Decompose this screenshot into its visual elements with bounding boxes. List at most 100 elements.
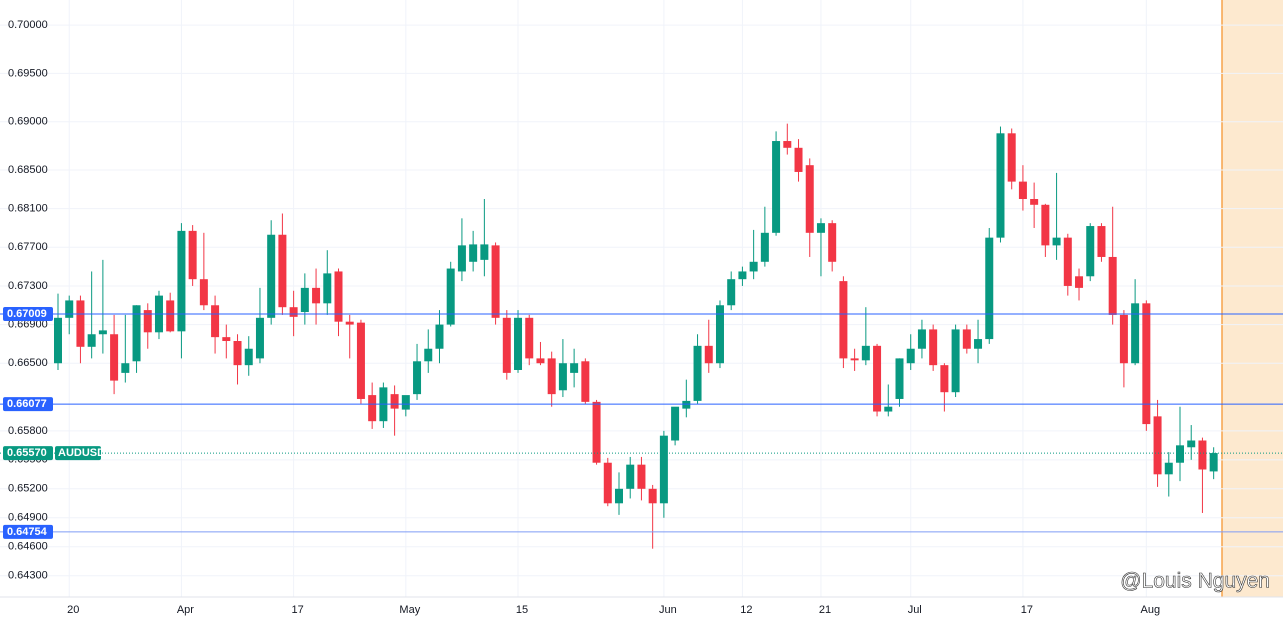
candle-body bbox=[626, 464, 635, 489]
candle-body bbox=[637, 464, 646, 489]
candle-body bbox=[794, 147, 803, 172]
candle-body bbox=[143, 310, 152, 333]
candle-body bbox=[211, 305, 220, 338]
x-tick-label: Jun bbox=[659, 604, 677, 616]
candle-body bbox=[312, 287, 321, 304]
candle-body bbox=[805, 165, 814, 233]
candle-body bbox=[121, 363, 130, 373]
y-tick-label: 0.68100 bbox=[8, 203, 48, 215]
candle-body bbox=[289, 307, 298, 317]
candle-body bbox=[1176, 445, 1184, 463]
candle-body bbox=[929, 329, 938, 366]
candle-body bbox=[570, 363, 579, 373]
candle-body bbox=[188, 230, 197, 280]
candle-body bbox=[839, 281, 848, 359]
candle-body bbox=[1187, 440, 1196, 448]
candle-body bbox=[199, 279, 208, 306]
candle-body bbox=[480, 244, 489, 260]
y-tick-label: 0.68500 bbox=[8, 164, 48, 176]
candle-body bbox=[446, 268, 455, 325]
candle-body bbox=[1131, 303, 1140, 364]
candle-body bbox=[65, 300, 74, 318]
candle-body bbox=[547, 358, 556, 395]
x-tick-label: 17 bbox=[291, 604, 303, 616]
candle-body bbox=[996, 133, 1005, 238]
level-label-box bbox=[3, 397, 53, 412]
candle-body bbox=[659, 435, 668, 504]
candle-body bbox=[1142, 303, 1151, 425]
candle-body bbox=[558, 363, 567, 391]
overlay: 0.70000 0.69500 0.69000 0.68500 0.68100 0.677… bbox=[0, 19, 1283, 616]
candle-body bbox=[1018, 181, 1027, 199]
y-tick-label: 0.69500 bbox=[8, 67, 48, 79]
candle-body bbox=[1164, 462, 1173, 475]
candle-body bbox=[1086, 226, 1095, 277]
candle-body bbox=[772, 141, 781, 233]
level-label: 0.66077 bbox=[7, 398, 47, 410]
candle-body bbox=[592, 401, 601, 463]
watermark: @Louis Nguyen bbox=[1120, 570, 1270, 593]
x-tick-label: Aug bbox=[1141, 604, 1161, 616]
candle-body bbox=[401, 395, 410, 410]
candle-body bbox=[323, 273, 332, 304]
candle-body bbox=[1052, 237, 1061, 246]
last-price-box bbox=[3, 446, 53, 461]
candle-body bbox=[87, 334, 96, 347]
candle-body bbox=[424, 348, 433, 362]
candle-body bbox=[514, 317, 523, 370]
candle-body bbox=[648, 488, 657, 504]
candle-body bbox=[816, 223, 825, 233]
candle-body bbox=[974, 339, 983, 349]
symbol-label: AUDUSD bbox=[58, 447, 105, 459]
y-tick-label: 0.67300 bbox=[8, 280, 48, 292]
candle-body bbox=[413, 361, 422, 395]
candle-body bbox=[1041, 204, 1050, 246]
candle-body bbox=[166, 300, 175, 332]
candle-body bbox=[1108, 256, 1117, 315]
candle-body bbox=[278, 234, 287, 308]
candle-body bbox=[244, 348, 253, 366]
candle-body bbox=[895, 358, 904, 399]
x-tick-label: 21 bbox=[819, 604, 831, 616]
y-tick-label: 0.65200 bbox=[8, 483, 48, 495]
candle-body bbox=[1007, 133, 1016, 182]
candle-body bbox=[704, 345, 713, 364]
level-label: 0.64754 bbox=[7, 526, 48, 538]
candle-body bbox=[861, 345, 870, 361]
grid bbox=[0, 0, 1283, 598]
candle-body bbox=[783, 141, 792, 148]
candle-body bbox=[1119, 314, 1128, 364]
candle-body bbox=[469, 244, 478, 262]
candle-body bbox=[693, 345, 702, 401]
candle-body bbox=[682, 400, 691, 409]
candle-body bbox=[233, 341, 242, 366]
candle-body bbox=[76, 300, 85, 347]
candle-body bbox=[749, 261, 758, 272]
candle-body bbox=[1209, 453, 1218, 472]
candle-body bbox=[917, 329, 926, 349]
y-tick-label: 0.70000 bbox=[8, 19, 48, 31]
candle-body bbox=[177, 230, 186, 332]
future-zone bbox=[1222, 0, 1283, 597]
candle-body bbox=[356, 322, 365, 399]
x-tick-label: 17 bbox=[1021, 604, 1033, 616]
candle-body bbox=[525, 317, 534, 359]
candle-body bbox=[603, 462, 612, 504]
x-tick-label: Apr bbox=[177, 604, 194, 616]
y-tick-label: 0.64600 bbox=[8, 541, 48, 553]
candle-body bbox=[390, 394, 399, 409]
candle-body bbox=[738, 271, 747, 280]
candle-body bbox=[491, 245, 500, 318]
x-tick-label: Jul bbox=[908, 604, 922, 616]
candle-body bbox=[671, 406, 680, 441]
candle-body bbox=[334, 271, 343, 322]
candle-body bbox=[850, 358, 859, 361]
candle-body bbox=[300, 287, 309, 313]
candle-body bbox=[1198, 440, 1207, 470]
candle-body bbox=[345, 321, 354, 325]
candle-body bbox=[368, 395, 377, 422]
candle-body bbox=[828, 223, 837, 262]
y-tick-label: 0.66500 bbox=[8, 357, 48, 369]
candle-body bbox=[222, 337, 231, 342]
